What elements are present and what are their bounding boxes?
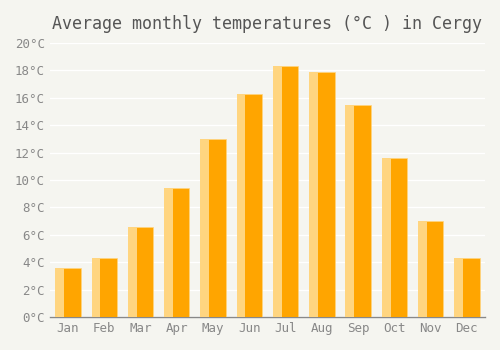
Bar — [382, 158, 407, 317]
Bar — [92, 258, 100, 317]
Bar — [454, 258, 463, 317]
Bar — [346, 105, 354, 317]
Bar — [200, 139, 226, 317]
Bar — [382, 158, 390, 317]
Bar — [128, 227, 153, 317]
Bar — [56, 268, 80, 317]
Bar — [418, 221, 427, 317]
Bar — [56, 268, 64, 317]
Title: Average monthly temperatures (°C ) in Cergy: Average monthly temperatures (°C ) in Ce… — [52, 15, 482, 33]
Bar — [128, 227, 136, 317]
Bar — [273, 66, 282, 317]
Bar — [92, 258, 117, 317]
Bar — [236, 94, 262, 317]
Bar — [309, 72, 334, 317]
Bar — [418, 221, 444, 317]
Bar — [236, 94, 246, 317]
Bar — [309, 72, 318, 317]
Bar — [164, 188, 190, 317]
Bar — [273, 66, 298, 317]
Bar — [454, 258, 479, 317]
Bar — [346, 105, 371, 317]
Bar — [200, 139, 209, 317]
Bar — [164, 188, 173, 317]
